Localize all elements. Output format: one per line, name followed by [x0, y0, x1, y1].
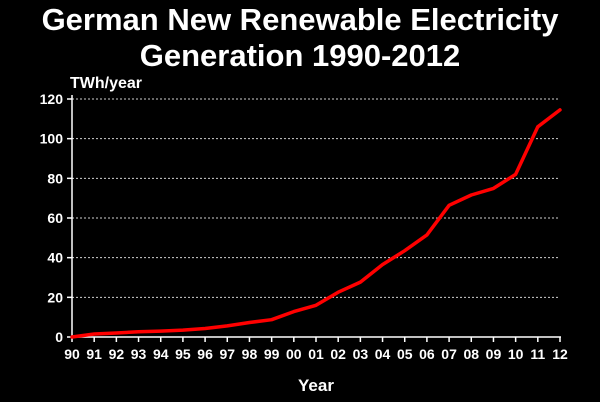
y-tick-label: 40	[47, 250, 63, 266]
chart-title-line-2: Generation 1990-2012	[139, 38, 461, 73]
x-tick-label: 03	[353, 346, 369, 362]
x-tick-label: 98	[242, 346, 258, 362]
y-tick-label: 80	[47, 170, 63, 186]
x-tick-label: 09	[486, 346, 502, 362]
x-tick-label: 00	[286, 346, 302, 362]
x-tick-label: 12	[552, 346, 568, 362]
gridlines	[72, 98, 560, 298]
y-axis-label: TWh/year	[70, 75, 142, 92]
x-tick-label: 01	[308, 346, 324, 362]
x-tick-label: 10	[508, 346, 524, 362]
x-tick-label: 91	[86, 346, 102, 362]
x-tick-label: 08	[463, 346, 479, 362]
series-line	[70, 108, 562, 339]
chart-title: German New Renewable Electricity Generat…	[0, 2, 600, 74]
y-tick-label: 60	[47, 210, 63, 226]
x-tick-label: 93	[131, 346, 147, 362]
x-tick-label: 92	[109, 346, 125, 362]
x-tick-label: 04	[375, 346, 391, 362]
x-axis-label: Year	[298, 376, 334, 395]
y-tick-label: 100	[40, 131, 64, 147]
x-tick-label: 96	[197, 346, 213, 362]
x-tick-label: 97	[219, 346, 235, 362]
x-tick-label: 07	[441, 346, 457, 362]
x-tick-label: 95	[175, 346, 191, 362]
y-tick-label: 120	[40, 91, 64, 107]
chart-title-line-1: German New Renewable Electricity	[41, 2, 559, 37]
x-tick-label: 11	[530, 346, 545, 362]
x-tick-label: 94	[153, 346, 169, 362]
x-tick-label: 06	[419, 346, 435, 362]
series-group	[70, 108, 562, 339]
x-tick-label: 90	[64, 346, 80, 362]
x-tick-label: 05	[397, 346, 413, 362]
x-tick-label: 02	[330, 346, 346, 362]
y-tick-label: 20	[47, 289, 63, 305]
y-axis-ticks: 0 20 40 60 80 100 120	[40, 91, 72, 345]
x-axis-ticks: 90 91 92 93 94 95 96 97 98 99 00 01 02 03 04 05 06 07 08 09…	[64, 337, 568, 362]
x-tick-label: 99	[264, 346, 280, 362]
y-tick-label: 0	[55, 329, 63, 345]
axes	[71, 95, 561, 338]
